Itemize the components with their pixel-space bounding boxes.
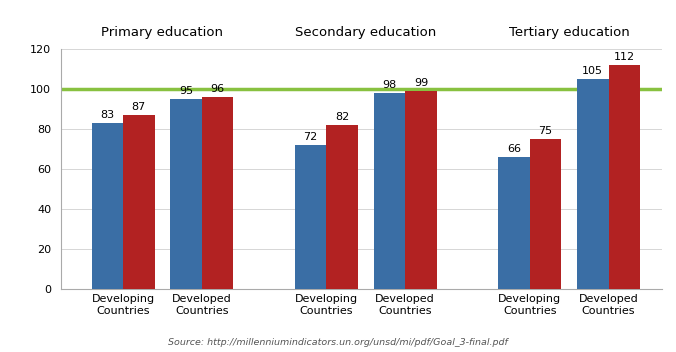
Bar [405, 91, 437, 289]
Text: 66: 66 [507, 144, 521, 154]
Text: 112: 112 [614, 52, 635, 62]
Text: 83: 83 [100, 110, 114, 120]
Text: 95: 95 [179, 86, 193, 96]
Text: 105: 105 [582, 66, 603, 76]
Bar [170, 99, 202, 289]
Bar [577, 79, 608, 289]
Bar [530, 139, 561, 289]
Text: 87: 87 [132, 102, 146, 112]
Text: 98: 98 [383, 80, 397, 90]
Text: Tertiary education: Tertiary education [509, 26, 629, 39]
Bar [327, 125, 358, 289]
Bar [498, 157, 530, 289]
Bar [202, 97, 233, 289]
Text: Secondary education: Secondary education [295, 26, 437, 39]
Text: 99: 99 [414, 78, 428, 88]
Bar [295, 145, 327, 289]
Bar [608, 65, 640, 289]
Text: 96: 96 [211, 84, 224, 94]
Bar [123, 115, 155, 289]
Text: Primary education: Primary education [101, 26, 224, 39]
Bar [91, 123, 123, 289]
Text: 82: 82 [335, 112, 349, 122]
Text: 72: 72 [304, 132, 318, 142]
Text: Source: http://millenniumindicators.un.org/unsd/mi/pdf/Goal_3-final.pdf: Source: http://millenniumindicators.un.o… [168, 338, 508, 347]
Text: 75: 75 [538, 126, 552, 136]
Bar [374, 93, 405, 289]
